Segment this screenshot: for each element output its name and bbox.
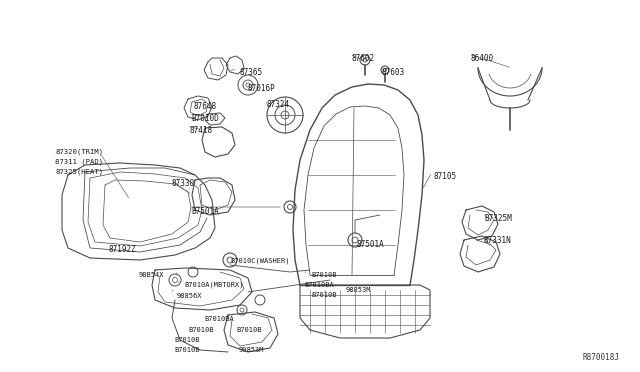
Text: 98856X: 98856X	[177, 293, 202, 299]
Text: 87501A: 87501A	[357, 240, 385, 249]
Text: B7010BA: B7010BA	[204, 316, 234, 322]
Text: 87320(TRIM): 87320(TRIM)	[55, 148, 103, 154]
Text: 87331N: 87331N	[484, 236, 512, 245]
Text: R870018J: R870018J	[583, 353, 620, 362]
Text: B7010C(WASHER): B7010C(WASHER)	[230, 258, 289, 264]
Text: 86400: 86400	[471, 54, 494, 63]
Text: B7010B: B7010B	[188, 327, 214, 333]
Text: B7010B: B7010B	[236, 327, 262, 333]
Text: 87418: 87418	[189, 126, 212, 135]
Text: 87192Z: 87192Z	[108, 245, 136, 254]
Text: B7010B: B7010B	[174, 347, 200, 353]
Text: B7010BA: B7010BA	[304, 282, 333, 288]
Text: 87311 (PAD): 87311 (PAD)	[55, 158, 103, 164]
Text: B7325M: B7325M	[484, 214, 512, 223]
Text: 99853M: 99853M	[239, 347, 264, 353]
Text: 87365: 87365	[240, 68, 263, 77]
Text: 87324: 87324	[267, 100, 290, 109]
Text: B7501A: B7501A	[191, 207, 219, 216]
Text: 87648: 87648	[194, 102, 217, 111]
Text: 87016P: 87016P	[248, 84, 276, 93]
Text: B7010B: B7010B	[311, 272, 337, 278]
Text: 87325(HEAT): 87325(HEAT)	[55, 168, 103, 174]
Text: 98853M: 98853M	[346, 287, 371, 293]
Text: 87603: 87603	[382, 68, 405, 77]
Text: 87330: 87330	[171, 179, 194, 188]
Text: B7010D: B7010D	[191, 114, 219, 123]
Text: B7010B: B7010B	[311, 292, 337, 298]
Text: 87105: 87105	[434, 172, 457, 181]
Text: 98B54X: 98B54X	[139, 272, 164, 278]
Text: 87602: 87602	[352, 54, 375, 63]
Text: B7010B: B7010B	[174, 337, 200, 343]
Text: B7010A(MBTORX): B7010A(MBTORX)	[184, 282, 243, 289]
